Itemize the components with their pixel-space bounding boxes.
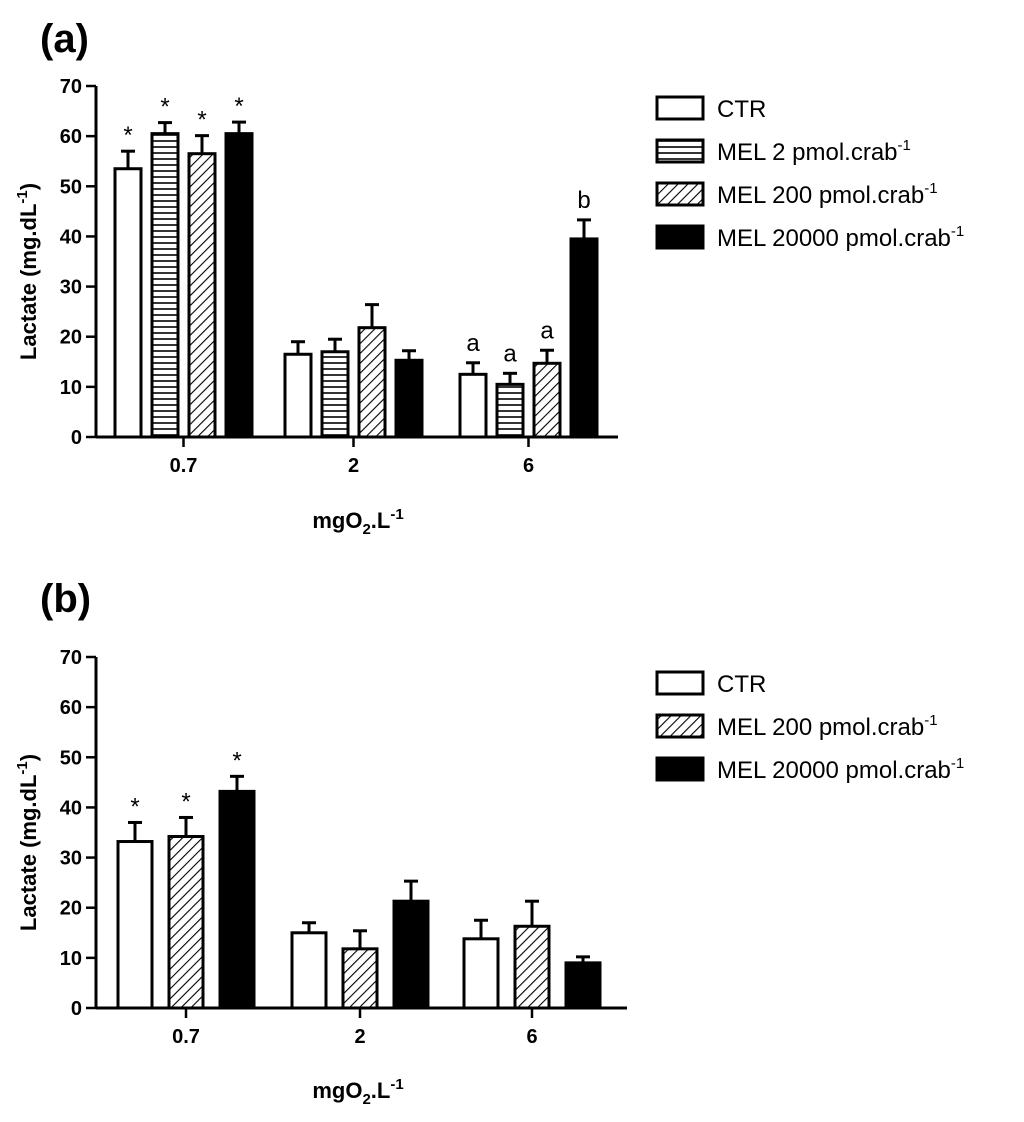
significance-label: * — [181, 788, 190, 815]
significance-label: * — [123, 122, 132, 149]
y-tick-label: 60 — [60, 697, 82, 719]
legend-swatch — [655, 713, 705, 739]
bar — [569, 237, 599, 439]
legend-swatch — [655, 181, 705, 207]
bar — [392, 899, 430, 1010]
y-tick-label: 50 — [60, 747, 82, 769]
legend: CTR MEL 2 pmol.crab-1 MEL 200 pmol.crab-1 M… — [655, 95, 964, 252]
legend-swatch — [655, 670, 705, 696]
chart-panel-a: (a) 0 10 20 30 40 50 60 70 Lactate (mg.dL-1) * a * a *… — [14, 17, 964, 538]
legend-swatch — [655, 138, 705, 164]
legend-label: MEL 200 pmol.crab-1 — [717, 712, 938, 741]
significance-label: * — [234, 93, 243, 120]
x-tick-label: 2 — [348, 455, 359, 477]
y-tick-label: 50 — [60, 176, 82, 198]
bar — [341, 947, 379, 1010]
y-axis-title: Lactate (mg.dL-1) — [14, 754, 41, 931]
y-tick-label: 70 — [60, 76, 82, 98]
y-tick-label: 0 — [71, 427, 82, 449]
y-tick-label: 30 — [60, 848, 82, 870]
y-tick-label: 40 — [60, 797, 82, 819]
bar — [224, 132, 254, 439]
x-axis-title: mgO2.L-1 — [312, 1076, 403, 1108]
significance-label: * — [197, 107, 206, 134]
legend: CTR MEL 200 pmol.crab-1 MEL 20000 pmol.cra… — [655, 670, 964, 784]
legend-label: MEL 200 pmol.crab-1 — [717, 180, 938, 209]
bar — [513, 924, 551, 1010]
y-tick-label: 10 — [60, 377, 82, 399]
bar — [116, 840, 154, 1010]
significance-label: a — [466, 330, 480, 357]
bar — [283, 352, 313, 439]
x-axis-title: mgO2.L-1 — [312, 506, 403, 538]
x-tick-label: 2 — [354, 1026, 365, 1048]
bar — [187, 152, 217, 439]
x-tick-label: 6 — [523, 455, 534, 477]
bar — [394, 358, 424, 439]
y-tick-label: 20 — [60, 327, 82, 349]
bar — [290, 931, 328, 1010]
significance-label: * — [232, 747, 241, 774]
bar — [458, 372, 488, 439]
bar — [357, 326, 387, 439]
y-tick-label: 40 — [60, 226, 82, 248]
y-axis-title: Lactate (mg.dL-1) — [14, 183, 41, 360]
legend-label: CTR — [717, 96, 766, 123]
legend-label: MEL 20000 pmol.crab-1 — [717, 223, 964, 252]
significance-label: * — [160, 94, 169, 121]
bar — [495, 382, 525, 439]
y-tick-label: 30 — [60, 277, 82, 299]
y-tick-label: 10 — [60, 948, 82, 970]
x-tick-label: 0.7 — [170, 455, 198, 477]
bar — [532, 361, 562, 439]
legend-label: MEL 2 pmol.crab-1 — [717, 137, 911, 166]
legend-swatch — [655, 756, 705, 782]
bar — [113, 167, 143, 439]
significance-label: a — [540, 317, 554, 344]
chart-panel-b: (b) 0 10 20 30 40 50 60 70 Lactate (mg.dL-1) * * * 0.… — [14, 577, 964, 1108]
legend-swatch — [655, 95, 705, 121]
bar — [462, 937, 500, 1010]
y-tick-label: 60 — [60, 126, 82, 148]
significance-label: * — [130, 793, 139, 820]
bar — [150, 132, 180, 439]
x-tick-label: 6 — [526, 1026, 537, 1048]
y-tick-label: 70 — [60, 647, 82, 669]
significance-label: a — [503, 340, 517, 367]
legend-label: MEL 20000 pmol.crab-1 — [717, 755, 964, 784]
bar — [564, 961, 602, 1010]
y-tick-label: 20 — [60, 898, 82, 920]
bar — [320, 350, 350, 439]
x-tick-label: 0.7 — [172, 1026, 200, 1048]
y-tick-label: 0 — [71, 998, 82, 1020]
legend-swatch — [655, 224, 705, 250]
panel-label: (b) — [40, 577, 91, 621]
panel-label: (a) — [40, 17, 89, 61]
bar — [167, 835, 205, 1010]
significance-label: b — [577, 187, 590, 214]
legend-label: CTR — [717, 671, 766, 698]
bar — [218, 789, 256, 1010]
